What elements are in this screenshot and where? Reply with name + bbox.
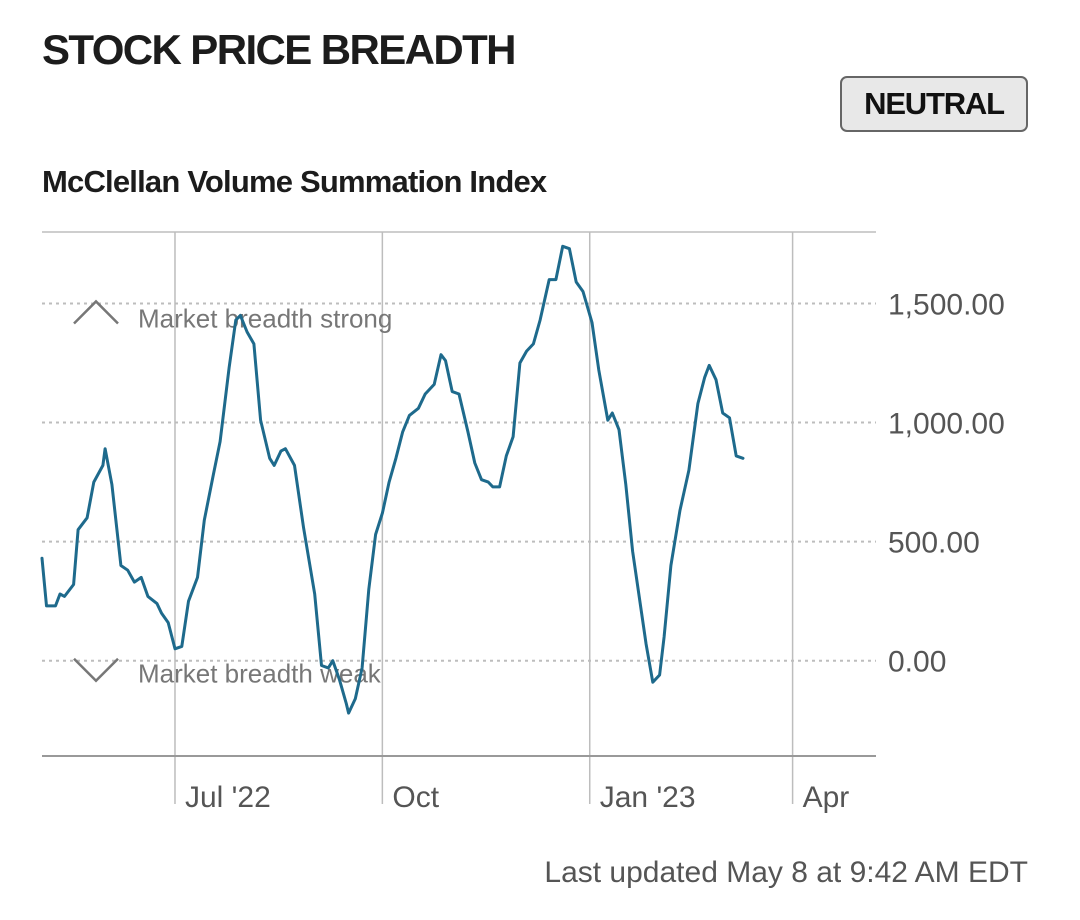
chevron-up-icon — [73, 299, 119, 325]
page-title: STOCK PRICE BREADTH — [42, 26, 516, 73]
y-tick-label: 1,500.00 — [888, 288, 1005, 321]
grid-layer — [42, 231, 876, 804]
x-tick-label: Jul '22 — [185, 781, 271, 814]
annotation-layer: Market breadth strong Market breadth weak — [73, 299, 392, 689]
series-layer — [40, 244, 745, 715]
sentiment-status-badge: NEUTRAL — [840, 76, 1028, 132]
y-tick-label: 1,000.00 — [888, 408, 1005, 441]
last-updated-text: Last updated May 8 at 9:42 AM EDT — [544, 856, 1028, 889]
chevron-down-icon — [73, 657, 119, 683]
x-tick-label: Apr — [803, 781, 850, 814]
tick-layer: 0.00 500.00 1,000.00 1,500.00 Jul '22 Oct Jan … — [185, 288, 1005, 814]
summation-index-line — [40, 244, 745, 715]
x-tick-label: Oct — [392, 781, 439, 814]
annotation-strong-label: Market breadth strong — [138, 303, 392, 333]
annotation-weak-label: Market breadth weak — [138, 659, 382, 689]
x-tick-label: Jan '23 — [600, 781, 696, 814]
chart-title: McClellan Volume Summation Index — [42, 164, 547, 199]
y-tick-label: 0.00 — [888, 646, 946, 679]
y-tick-label: 500.00 — [888, 527, 980, 560]
